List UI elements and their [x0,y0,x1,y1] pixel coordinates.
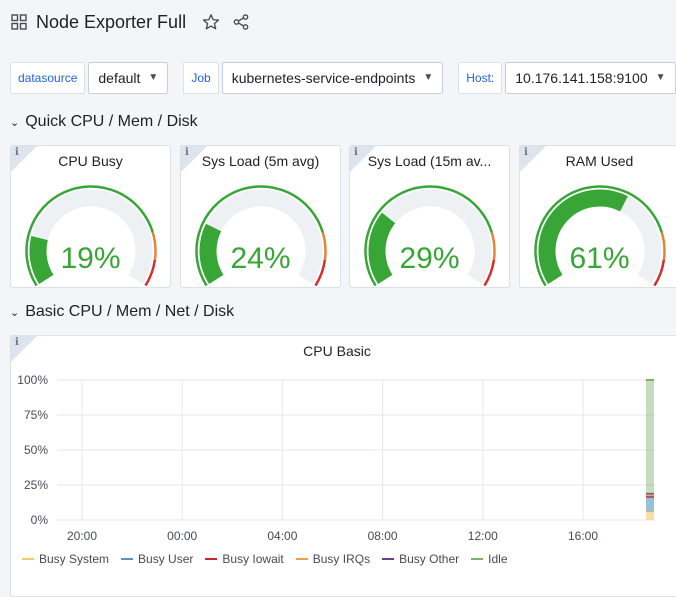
threshold-warn-band [321,232,327,261]
legend-item[interactable]: Busy System [22,552,109,566]
host-label: Host: [458,62,503,94]
host-select[interactable]: 10.176.141.158:9100 ▼ [505,62,676,94]
gauge-panel-cpu-busy[interactable]: i CPU Busy 19% [10,145,171,288]
gauge-panel-sys-load-5m[interactable]: i Sys Load (5m avg) 24% [180,145,341,288]
info-icon[interactable]: i [185,147,189,158]
info-icon[interactable]: i [15,147,19,158]
row-quick-cpu-mem-disk[interactable]: ⌄ Quick CPU / Mem / Disk [10,110,198,134]
gauge-arc [25,185,157,286]
row-basic-cpu-mem-net-disk[interactable]: ⌄ Basic CPU / Mem / Net / Disk [10,300,234,324]
threshold-warn-band [151,232,157,261]
legend-swatch [205,558,218,560]
threshold-ok-band [25,185,155,286]
legend-label: Idle [488,552,508,566]
datasource-label: datasource [10,62,86,94]
gauge-fill [199,223,224,284]
panel-title: RAM Used [565,153,634,169]
info-icon[interactable]: i [524,147,528,158]
threshold-ok-band [195,185,325,286]
panel-title: Sys Load (5m avg) [201,153,320,169]
share-icon[interactable] [230,11,252,33]
legend-item[interactable]: Busy Other [382,552,459,566]
chevron-down-icon: ▼ [148,72,159,83]
legend-label: Busy System [39,552,110,566]
gauge-value: 19% [60,242,121,275]
job-select[interactable]: kubernetes-service-endpoints ▼ [221,62,444,94]
threshold-warn-band [490,232,496,261]
gauge-arc [195,185,327,286]
gauge-value: 24% [230,242,291,275]
threshold-ok-band [534,185,664,286]
dashboard-header: Node Exporter Full [0,0,676,44]
cpu-basic-panel[interactable]: i CPU Basic [10,335,676,597]
threshold-crit-band [314,259,327,286]
legend-swatch [471,558,484,560]
info-corner [350,146,376,172]
legend-item[interactable]: Busy Iowait [205,552,284,566]
legend-swatch [382,558,395,560]
panel-title: CPU Basic [303,343,371,359]
panel-title: Sys Load (15m av... [367,153,492,169]
chevron-down-icon: ▼ [423,72,434,83]
datasource-value: default [98,70,141,86]
template-variables: datasource default ▼ Job kubernetes-servi… [10,62,676,94]
row-title: Quick CPU / Mem / Disk [25,113,198,130]
job-label: Job [183,62,219,94]
legend-label: Busy User [138,552,194,566]
row-title: Basic CPU / Mem / Net / Disk [25,303,235,320]
gauge-panel-ram-used[interactable]: i RAM Used 61% [519,145,676,288]
info-corner [520,146,546,172]
legend-item[interactable]: Idle [471,552,508,566]
legend-swatch [295,558,308,560]
host-value: 10.176.141.158:9100 [515,70,648,86]
gauge-arc [364,185,496,286]
job-value: kubernetes-service-endpoints [231,70,416,86]
gauge-value: 61% [569,242,630,275]
legend-item[interactable]: Busy IRQs [295,552,371,566]
legend-label: Busy Iowait [222,552,284,566]
threshold-crit-band [483,259,496,286]
info-corner [181,146,207,172]
gauge-fill [368,212,396,284]
legend-label: Busy IRQs [312,552,371,566]
chart-legend: Busy System Busy User Busy Iowait Busy IRQs… [22,552,520,566]
legend-swatch [121,558,134,560]
gauge-arc [534,185,666,286]
gauge-panel-sys-load-15m[interactable]: i Sys Load (15m av... 29% [349,145,510,288]
chevron-down-icon: ▼ [655,72,666,83]
legend-item[interactable]: Busy User [121,552,193,566]
chevron-down-icon: ⌄ [10,116,20,129]
legend-label: Busy Other [399,552,460,566]
page-title[interactable]: Node Exporter Full [36,11,187,32]
threshold-warn-band [660,232,666,261]
info-icon[interactable]: i [15,337,19,348]
datasource-select[interactable]: default ▼ [88,62,169,94]
legend-swatch [22,558,34,560]
info-corner [11,146,37,172]
threshold-crit-band [144,259,157,286]
dashboard-grid-icon[interactable] [10,13,28,31]
gauge-fill [538,189,628,284]
info-corner [11,336,37,362]
gauge-fill [29,236,54,284]
info-icon[interactable]: i [354,147,358,158]
threshold-ok-band [364,185,494,286]
threshold-crit-band [653,259,666,286]
panel-title: CPU Busy [58,153,123,169]
star-icon[interactable] [200,11,222,33]
gauge-value: 29% [399,242,460,275]
chevron-down-icon: ⌄ [10,306,20,319]
